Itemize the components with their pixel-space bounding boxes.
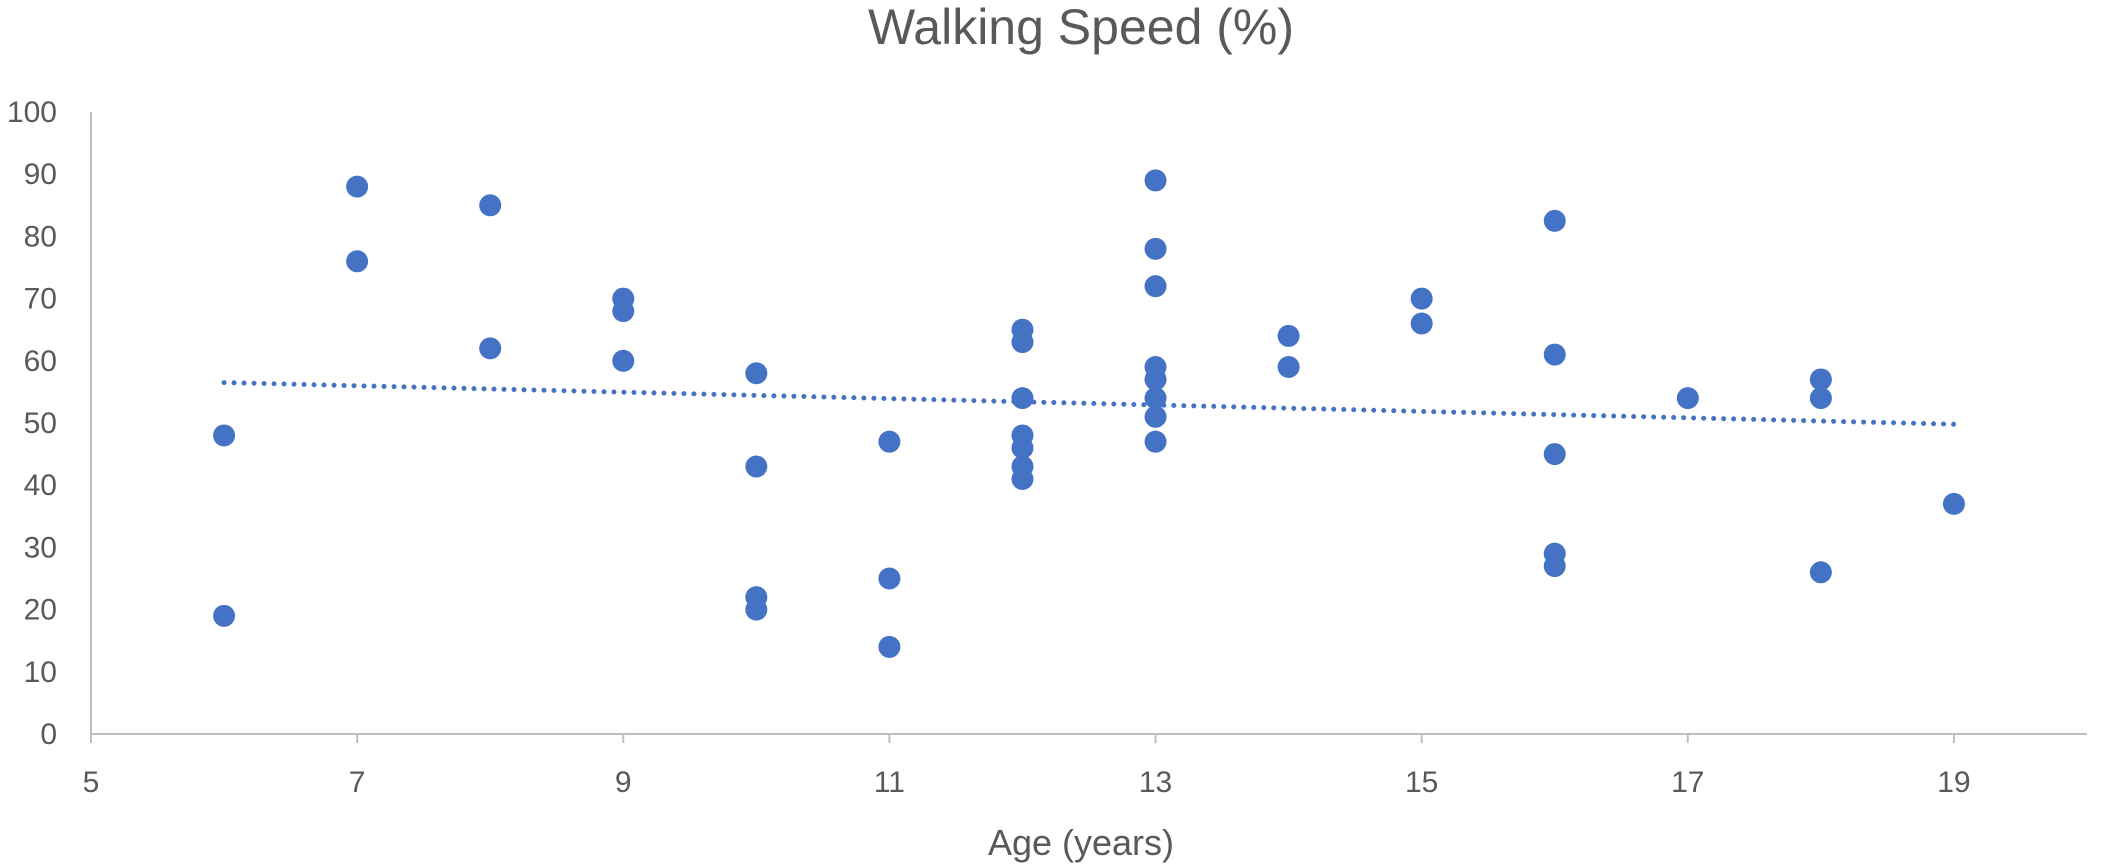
- data-point: [1144, 275, 1167, 298]
- data-point: [1543, 343, 1566, 366]
- data-point: [1144, 169, 1167, 192]
- data-point: [745, 455, 768, 478]
- y-tick-label: 40: [24, 469, 57, 502]
- data-point: [1011, 467, 1034, 490]
- y-tick-label: 60: [24, 345, 57, 378]
- data-point: [479, 337, 502, 360]
- data-point: [1543, 555, 1566, 578]
- data-point: [1011, 331, 1034, 354]
- x-tick-label: 11: [874, 766, 905, 799]
- y-tick-label: 90: [24, 158, 57, 191]
- data-point: [612, 349, 635, 372]
- data-point: [1144, 430, 1167, 453]
- trendline-path: [221, 380, 1957, 427]
- data-point: [1011, 387, 1034, 410]
- data-point: [1543, 443, 1566, 466]
- data-point: [745, 362, 768, 385]
- axes: 0 10 20 30 40 50 60 70 80 90 100 5 7 9 11 13 15 17 19: [7, 96, 2087, 799]
- data-point: [1277, 324, 1300, 347]
- y-tick-label: 100: [7, 96, 57, 129]
- data-point: [1410, 287, 1433, 310]
- x-tick-label: 15: [1405, 766, 1438, 799]
- data-point: [213, 604, 236, 627]
- data-point: [612, 300, 635, 323]
- x-tick-label: 13: [1139, 766, 1172, 799]
- data-point: [1809, 561, 1832, 584]
- data-point: [1676, 387, 1699, 410]
- trendline: [221, 380, 1957, 427]
- data-point: [1410, 312, 1433, 335]
- data-point: [878, 635, 901, 658]
- data-point: [1809, 387, 1832, 410]
- y-tick-label: 10: [24, 656, 57, 689]
- y-tick-label: 70: [24, 283, 57, 316]
- data-point: [1942, 492, 1965, 515]
- data-point: [1144, 368, 1167, 391]
- x-tick-label: 5: [83, 766, 100, 799]
- data-point: [1543, 209, 1566, 232]
- x-tick-label: 17: [1671, 766, 1704, 799]
- data-point: [1144, 405, 1167, 428]
- data-point: [1011, 436, 1034, 459]
- x-tick-label: 19: [1937, 766, 1970, 799]
- data-point: [213, 424, 236, 447]
- data-points: [213, 169, 1965, 658]
- chart-title: Walking Speed (%): [868, 0, 1294, 55]
- y-tick-label: 30: [24, 531, 57, 564]
- data-point: [1277, 356, 1300, 379]
- y-tick-label: 20: [24, 594, 57, 627]
- y-tick-label: 80: [24, 220, 57, 253]
- x-tick-label: 7: [349, 766, 366, 799]
- y-tick-label: 50: [24, 407, 57, 440]
- data-point: [1144, 237, 1167, 260]
- data-point: [479, 194, 502, 217]
- data-point: [1809, 368, 1832, 391]
- x-tick-label: 9: [615, 766, 632, 799]
- y-tick-label: 0: [40, 718, 57, 751]
- data-point: [346, 250, 369, 273]
- data-point: [1144, 387, 1167, 410]
- data-point: [346, 175, 369, 198]
- data-point: [878, 430, 901, 453]
- x-axis-label: Age (years): [988, 822, 1174, 863]
- data-point: [878, 567, 901, 590]
- data-point: [745, 598, 768, 621]
